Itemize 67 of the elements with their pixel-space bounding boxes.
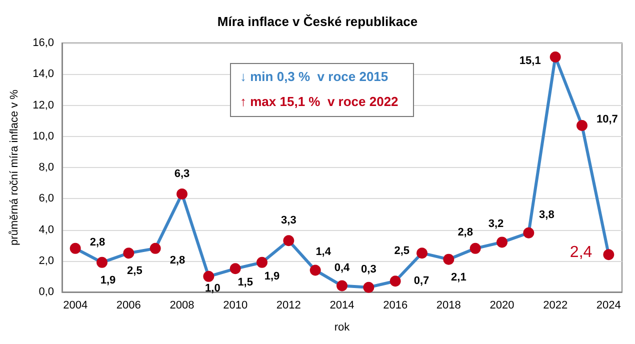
point — [523, 227, 534, 238]
data-label: 0,3 — [361, 263, 376, 276]
data-label: 15,1 — [519, 55, 541, 68]
x-tick-label: 2012 — [276, 300, 301, 312]
x-tick-label: 2020 — [490, 300, 514, 312]
data-label: 2,5 — [394, 245, 410, 258]
x-tick-label: 2006 — [116, 300, 141, 312]
x-tick-label: 2014 — [330, 300, 354, 312]
x-tick-label: 2016 — [383, 300, 408, 312]
point — [390, 276, 401, 287]
data-label: 2,4 — [570, 244, 592, 262]
point — [310, 264, 321, 276]
x-axis-title: rok — [334, 322, 350, 334]
annotation: ↑ max 15,1 % v roce 2022 — [240, 94, 398, 109]
x-tick-label: 2010 — [223, 300, 248, 312]
point — [443, 254, 454, 265]
chart-title: Míra inflace v České republikace — [217, 14, 418, 29]
y-tick-label: 12,0 — [32, 99, 54, 112]
data-label: 1,9 — [264, 270, 280, 282]
point — [550, 52, 561, 63]
data-label: 2,8 — [170, 254, 186, 266]
point — [336, 280, 348, 292]
data-label: 1,4 — [316, 246, 332, 258]
point — [70, 242, 81, 254]
y-tick-label: 2,0 — [38, 254, 54, 267]
point — [496, 236, 508, 248]
point — [230, 263, 241, 274]
x-tick-label: 2022 — [543, 300, 568, 312]
point — [416, 248, 428, 259]
y-tick-label: 8,0 — [38, 162, 54, 174]
data-label: 1,5 — [238, 276, 253, 289]
data-label: 0,4 — [334, 262, 351, 274]
x-tick-label: 2024 — [596, 300, 621, 312]
point — [283, 235, 294, 246]
x-tick-label: 2018 — [436, 300, 461, 312]
point — [123, 248, 134, 259]
data-label: 0,7 — [414, 275, 430, 288]
point — [576, 120, 588, 131]
annotation: ↓ min 0,3 % v roce 2015 — [240, 69, 388, 84]
data-label: 3,8 — [539, 208, 554, 221]
data-label: 2,5 — [127, 265, 142, 278]
data-label: 3,3 — [281, 214, 296, 227]
x-tick-label: 2008 — [170, 300, 194, 312]
y-tick-label: 14,0 — [32, 68, 54, 80]
point — [176, 188, 188, 200]
data-label: 6,3 — [174, 168, 190, 180]
point — [363, 282, 374, 293]
point — [256, 256, 268, 268]
data-label: 10,7 — [596, 113, 618, 126]
y-tick-label: 6,0 — [38, 192, 54, 205]
data-label: 1,9 — [100, 274, 116, 286]
point — [150, 242, 161, 254]
data-label: 2,8 — [90, 236, 106, 248]
x-tick-label: 2004 — [63, 300, 88, 312]
y-tick-label: 4,0 — [38, 224, 54, 236]
y-tick-label: 16,0 — [32, 37, 54, 49]
data-label: 2,8 — [458, 226, 473, 238]
data-label: 1,0 — [205, 282, 220, 294]
point — [96, 256, 108, 268]
y-tick-label: 10,0 — [32, 130, 54, 142]
point — [603, 249, 614, 260]
point — [470, 242, 481, 254]
point — [203, 270, 214, 282]
y-tick-label: 0,0 — [38, 286, 54, 298]
data-label: 2,1 — [451, 271, 466, 284]
y-axis-title: průměrná roční míra inflace v % — [8, 89, 20, 246]
data-label: 3,2 — [488, 218, 504, 230]
